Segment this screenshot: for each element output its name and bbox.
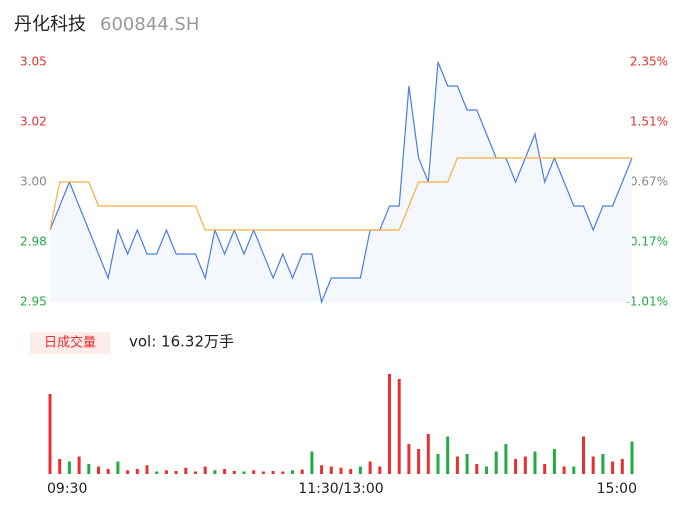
volume-bar [620, 459, 624, 474]
volume-bar [106, 469, 110, 474]
volume-bar [601, 454, 605, 474]
series-line [49, 61, 633, 305]
volume-bar [514, 459, 518, 474]
stock-name: 丹化科技 [14, 14, 86, 35]
volume-bar [77, 456, 81, 474]
volume-bar [446, 436, 450, 474]
volume-bar [329, 466, 333, 474]
y2-tick-label: 2.35% [630, 55, 668, 69]
y2-tick-label: -0.17% [626, 235, 668, 249]
volume-bar [281, 471, 285, 474]
volume-bar [126, 470, 130, 474]
y-tick-label: 3.02 [20, 115, 47, 129]
y2-tick-label: 0.67% [630, 175, 668, 189]
x-tick-label: 09:30 [47, 481, 87, 497]
volume-bar [465, 454, 469, 474]
y2-tick-label: -1.01% [626, 295, 668, 309]
volume-legend-box [30, 332, 110, 354]
volume-bar [494, 451, 498, 474]
volume-bar [552, 449, 556, 474]
volume-bar [388, 374, 391, 474]
price-area [50, 62, 632, 302]
volume-bar [378, 466, 382, 474]
volume-bar [397, 379, 401, 474]
volume-bar [310, 451, 314, 474]
volume-bar [523, 456, 527, 474]
volume-bar [417, 449, 421, 474]
volume-bar [455, 456, 459, 474]
x-tick-label: 15:00 [597, 481, 637, 497]
volume-bar [116, 461, 120, 474]
volume-bar [213, 470, 217, 474]
volume-bar [97, 466, 100, 474]
x-tick-label: 11:30/13:00 [298, 481, 383, 497]
volume-bar [630, 441, 634, 474]
volume-bar [242, 471, 246, 474]
volume-bar [426, 434, 430, 474]
volume-bar [232, 471, 236, 474]
volume-bar [174, 471, 178, 474]
volume-bar [533, 451, 537, 474]
volume-legend: 日成交量 [44, 335, 96, 351]
volume-bar [485, 466, 488, 474]
volume-bar [155, 471, 159, 474]
volume-bar [48, 394, 52, 474]
volume-bar [407, 444, 411, 474]
volume-bar [223, 469, 227, 474]
volume-bar [261, 471, 265, 474]
volume-bar [58, 459, 62, 474]
volume-bar [562, 466, 566, 474]
volume-bar [145, 465, 149, 474]
volume-bar [252, 470, 256, 474]
volume-bar [67, 461, 71, 474]
volume-bar [164, 470, 168, 474]
volume-bar [572, 466, 576, 474]
y-tick-label: 2.95 [20, 295, 47, 309]
volume-total: vol: 16.32万手 [129, 333, 234, 351]
volume-bar [436, 454, 440, 474]
y-tick-label: 2.98 [20, 235, 47, 249]
volume-bar [291, 470, 294, 474]
volume-bar [591, 456, 595, 474]
volume-bar [368, 461, 372, 474]
volume-bar [203, 466, 207, 474]
volume-bar [339, 467, 343, 474]
volume-bar [184, 467, 188, 474]
volume-bar [358, 466, 362, 474]
volume-bar [271, 471, 275, 474]
volume-bar [300, 469, 304, 474]
volume-bar [582, 436, 585, 474]
stock-code: 600844.SH [100, 14, 199, 35]
y2-tick-label: 1.51% [630, 115, 668, 129]
volume-bar [543, 464, 547, 474]
volume-bar [87, 464, 91, 474]
volume-bar [135, 469, 139, 474]
volume-bar [475, 464, 479, 474]
series-line [49, 157, 632, 231]
volume-bar [320, 465, 324, 474]
y-tick-label: 3.05 [20, 55, 47, 69]
volume-bar [194, 471, 197, 474]
volume-bar [349, 469, 353, 474]
volume-bar [504, 444, 508, 474]
y-tick-label: 3.00 [20, 175, 47, 189]
volume-bar [611, 461, 615, 474]
